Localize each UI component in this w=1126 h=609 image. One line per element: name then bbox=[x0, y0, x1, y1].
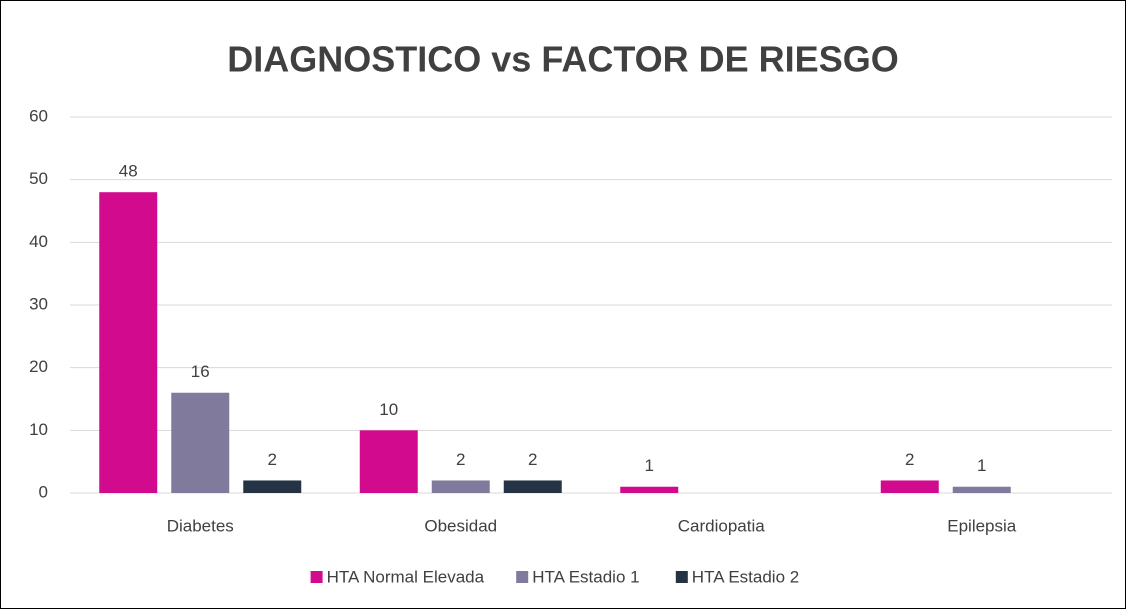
bar bbox=[880, 480, 939, 493]
y-tick-label: 20 bbox=[29, 357, 48, 376]
legend-swatch bbox=[675, 571, 688, 583]
bar bbox=[620, 486, 679, 493]
x-tick-label: Diabetes bbox=[167, 516, 234, 535]
bar bbox=[359, 430, 418, 493]
x-tick-label: Obesidad bbox=[424, 516, 497, 535]
legend-label: HTA Normal Elevada bbox=[327, 567, 485, 586]
x-tick-label: Cardiopatia bbox=[678, 516, 765, 535]
legend-swatch bbox=[310, 571, 323, 583]
y-tick-label: 10 bbox=[29, 420, 48, 439]
bar bbox=[952, 486, 1011, 493]
data-label: 2 bbox=[905, 450, 914, 469]
data-label: 48 bbox=[119, 162, 138, 181]
data-label: 1 bbox=[977, 456, 986, 475]
data-label: 2 bbox=[456, 450, 465, 469]
bar bbox=[431, 480, 490, 493]
bar bbox=[243, 480, 302, 493]
y-tick-label: 60 bbox=[29, 106, 48, 125]
chart-title: DIAGNOSTICO vs FACTOR DE RIESGO bbox=[227, 39, 898, 80]
legend-label: HTA Estadio 2 bbox=[692, 567, 799, 586]
x-tick-label: Epilepsia bbox=[947, 516, 1017, 535]
data-label: 2 bbox=[528, 450, 537, 469]
data-label: 2 bbox=[268, 450, 277, 469]
legend-label: HTA Estadio 1 bbox=[532, 567, 639, 586]
y-tick-label: 40 bbox=[29, 232, 48, 251]
y-tick-label: 50 bbox=[29, 169, 48, 188]
data-label: 10 bbox=[379, 400, 398, 419]
y-tick-label: 0 bbox=[39, 482, 48, 501]
bar bbox=[99, 192, 158, 493]
y-tick-label: 30 bbox=[29, 294, 48, 313]
data-label: 1 bbox=[645, 456, 654, 475]
legend-swatch bbox=[516, 571, 529, 583]
bar bbox=[171, 392, 230, 493]
data-label: 16 bbox=[191, 362, 210, 381]
bar bbox=[503, 480, 562, 493]
